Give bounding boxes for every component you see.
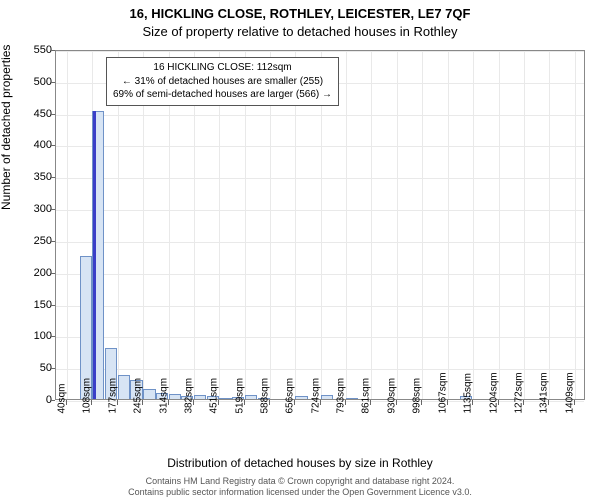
gridline-v: [575, 51, 576, 399]
footer-line-1: Contains HM Land Registry data © Crown c…: [0, 476, 600, 487]
histogram-bar: [169, 394, 181, 399]
x-tick-mark: [345, 400, 346, 405]
y-tick-label: 350: [12, 171, 52, 183]
y-tick-mark: [50, 50, 55, 51]
y-tick-mark: [50, 209, 55, 210]
chart-subtitle: Size of property relative to detached ho…: [0, 24, 600, 39]
x-tick-mark: [91, 400, 92, 405]
x-tick-mark: [193, 400, 194, 405]
histogram-bar: [118, 375, 130, 399]
x-tick-mark: [244, 400, 245, 405]
gridline-v: [67, 51, 68, 399]
annotation-line: ← 31% of detached houses are smaller (25…: [113, 75, 332, 89]
y-tick-label: 550: [12, 44, 52, 56]
x-tick-mark: [574, 400, 575, 405]
y-tick-label: 200: [12, 267, 52, 279]
x-tick-mark: [370, 400, 371, 405]
x-tick-mark: [523, 400, 524, 405]
gridline-v: [422, 51, 423, 399]
x-tick-mark: [498, 400, 499, 405]
gridline-v: [499, 51, 500, 399]
x-tick-mark: [447, 400, 448, 405]
x-tick-mark: [396, 400, 397, 405]
y-tick-label: 100: [12, 330, 52, 342]
x-tick-mark: [320, 400, 321, 405]
y-tick-mark: [50, 273, 55, 274]
x-tick-mark: [66, 400, 67, 405]
x-tick-mark: [269, 400, 270, 405]
y-tick-label: 500: [12, 76, 52, 88]
y-tick-mark: [50, 82, 55, 83]
histogram-bar: [295, 396, 307, 399]
highlight-marker: [93, 111, 96, 399]
plot-area: 16 HICKLING CLOSE: 112sqm← 31% of detach…: [55, 50, 585, 400]
x-tick-mark: [548, 400, 549, 405]
y-tick-label: 150: [12, 299, 52, 311]
y-tick-mark: [50, 241, 55, 242]
y-tick-mark: [50, 305, 55, 306]
x-tick-mark: [294, 400, 295, 405]
x-tick-mark: [117, 400, 118, 405]
histogram-bar: [321, 395, 333, 399]
y-axis-label: Number of detached properties: [0, 45, 13, 210]
gridline-v: [549, 51, 550, 399]
y-tick-mark: [50, 336, 55, 337]
annotation-box: 16 HICKLING CLOSE: 112sqm← 31% of detach…: [106, 57, 339, 106]
gridline-v: [397, 51, 398, 399]
footer-line-2: Contains public sector information licen…: [0, 487, 600, 498]
y-tick-mark: [50, 177, 55, 178]
gridline-v: [448, 51, 449, 399]
x-tick-mark: [168, 400, 169, 405]
gridline-v: [473, 51, 474, 399]
y-tick-label: 400: [12, 139, 52, 151]
annotation-line: 16 HICKLING CLOSE: 112sqm: [113, 61, 332, 75]
y-tick-mark: [50, 368, 55, 369]
y-tick-label: 250: [12, 235, 52, 247]
y-tick-mark: [50, 400, 55, 401]
histogram-bar: [245, 395, 257, 399]
x-tick-mark: [472, 400, 473, 405]
x-tick-mark: [142, 400, 143, 405]
histogram-bar: [219, 398, 231, 399]
y-tick-label: 50: [12, 362, 52, 374]
chart-footer: Contains HM Land Registry data © Crown c…: [0, 476, 600, 498]
histogram-bar: [194, 395, 206, 399]
x-tick-mark: [218, 400, 219, 405]
y-tick-label: 0: [12, 394, 52, 406]
x-tick-mark: [421, 400, 422, 405]
histogram-bar: [346, 398, 358, 399]
x-axis-label: Distribution of detached houses by size …: [0, 456, 600, 470]
y-tick-label: 450: [12, 108, 52, 120]
gridline-v: [346, 51, 347, 399]
y-tick-mark: [50, 145, 55, 146]
annotation-line: 69% of semi-detached houses are larger (…: [113, 88, 332, 102]
chart-container: 16, HICKLING CLOSE, ROTHLEY, LEICESTER, …: [0, 0, 600, 500]
y-tick-label: 300: [12, 203, 52, 215]
gridline-v: [524, 51, 525, 399]
gridline-v: [371, 51, 372, 399]
y-tick-mark: [50, 114, 55, 115]
histogram-bar: [143, 389, 155, 399]
chart-title: 16, HICKLING CLOSE, ROTHLEY, LEICESTER, …: [0, 6, 600, 21]
